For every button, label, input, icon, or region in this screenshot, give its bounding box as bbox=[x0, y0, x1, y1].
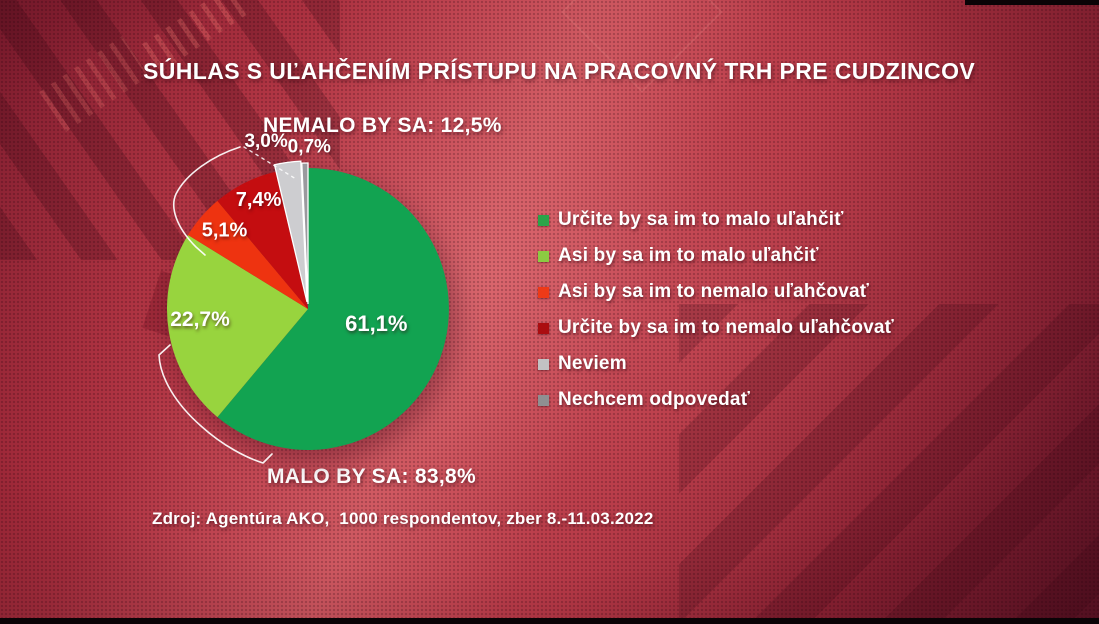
nemalo-leader-line bbox=[243, 146, 297, 180]
pie-slice bbox=[273, 160, 308, 303]
malo-group-label: MALO BY SA: 83,8% bbox=[267, 465, 476, 488]
legend-item: Určite by sa im to nemalo uľahčovať bbox=[538, 310, 894, 346]
nemalo-bracket bbox=[172, 146, 241, 256]
pie-slice-label: 5,1% bbox=[202, 220, 248, 242]
legend-item: Nechcem odpovedať bbox=[538, 382, 894, 418]
pie-labels-group: 61,1% 22,7% 5,1% 7,4% 3,0% 0,7% bbox=[170, 131, 407, 336]
pie-slice bbox=[217, 171, 308, 309]
legend-swatch bbox=[538, 286, 549, 298]
source-credit: Zdroj: Agentúra AKO, 1000 respondentov, … bbox=[152, 509, 654, 528]
pie-slice bbox=[166, 235, 308, 418]
legend-label: Asi by sa im to nemalo uľahčovať bbox=[558, 281, 870, 302]
legend-swatch bbox=[538, 214, 549, 226]
pie-slice-label: 0,7% bbox=[288, 137, 331, 158]
legend-swatch bbox=[538, 250, 549, 262]
legend-label: Určite by sa im to malo uľahčiť bbox=[558, 209, 844, 230]
legend-swatch bbox=[538, 358, 549, 370]
legend-swatch bbox=[538, 394, 549, 406]
pie-slice-label: 7,4% bbox=[236, 189, 282, 211]
pie-slices-group bbox=[166, 160, 449, 450]
legend-label: Nechcem odpovedať bbox=[558, 389, 750, 410]
legend-item: Asi by sa im to malo uľahčiť bbox=[538, 238, 894, 274]
pie-slice-label: 61,1% bbox=[345, 311, 407, 336]
legend-label: Neviem bbox=[558, 353, 627, 374]
legend-item: Neviem bbox=[538, 346, 894, 382]
pie-slice bbox=[301, 162, 309, 305]
chart-title: SÚHLAS S UĽAHČENÍM PRÍSTUPU NA PRACOVNÝ … bbox=[143, 58, 976, 84]
pie-slice-label: 22,7% bbox=[170, 308, 230, 331]
pie-slice-label: 3,0% bbox=[244, 131, 287, 152]
legend-label: Asi by sa im to malo uľahčiť bbox=[558, 245, 819, 266]
pie-slice bbox=[217, 168, 449, 450]
legend-item: Asi by sa im to nemalo uľahčovať bbox=[538, 274, 894, 310]
legend-label: Určite by sa im to nemalo uľahčovať bbox=[558, 317, 894, 338]
pie-slice bbox=[188, 200, 308, 309]
legend-item: Určite by sa im to malo uľahčiť bbox=[538, 202, 894, 238]
legend-swatch bbox=[538, 322, 549, 334]
nemalo-group-label: NEMALO BY SA: 12,5% bbox=[263, 114, 502, 137]
malo-bracket bbox=[158, 344, 273, 464]
legend: Určite by sa im to malo uľahčiť Asi by sa… bbox=[538, 202, 894, 418]
